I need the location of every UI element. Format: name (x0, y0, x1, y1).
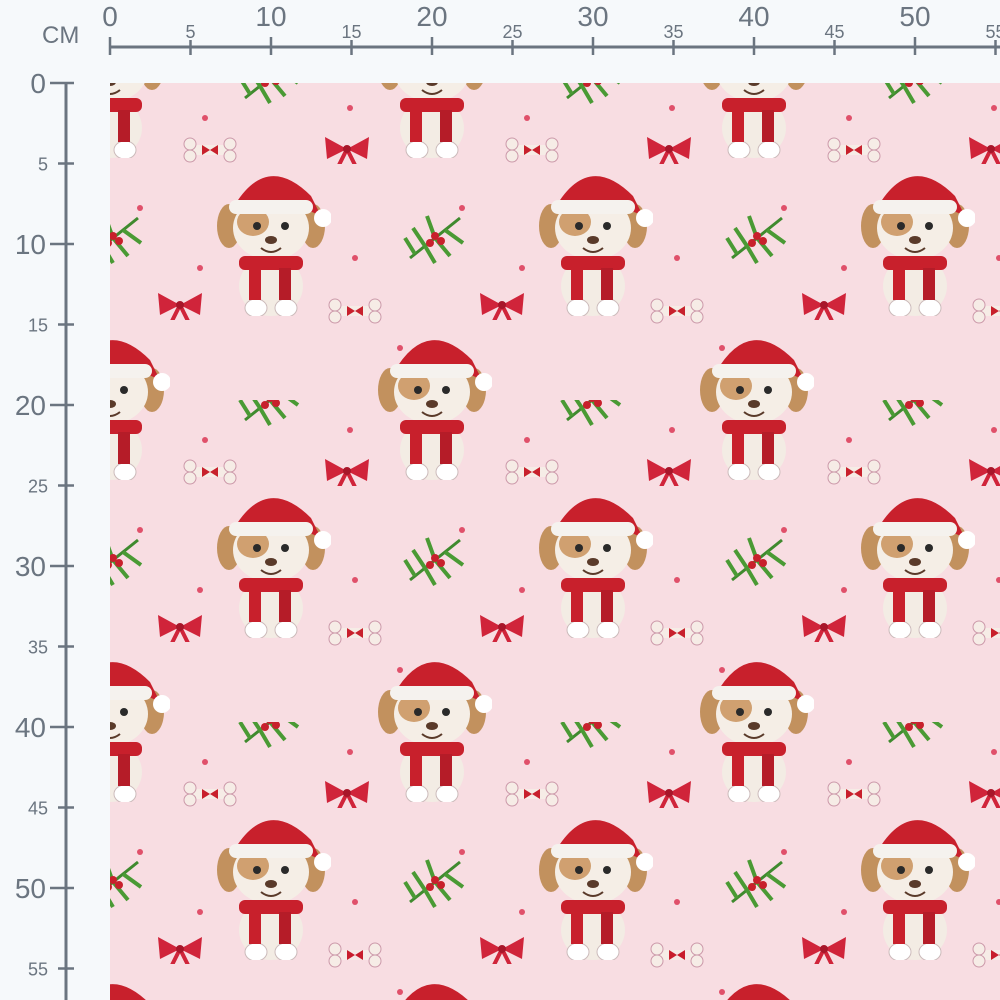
left-tick-label: 20 (15, 390, 46, 421)
left-tick-label: 50 (15, 873, 46, 904)
top-tick-label: 25 (502, 22, 522, 42)
left-tick-label: 30 (15, 551, 46, 582)
left-tick-label: 55 (28, 960, 48, 980)
left-tick-label: 40 (15, 712, 46, 743)
left-tick-label: 25 (28, 477, 48, 497)
left-tick-label: 45 (28, 799, 48, 819)
left-tick-label: 0 (30, 68, 46, 99)
fabric-preview (110, 83, 1000, 1000)
fabric-pattern (110, 83, 1000, 1000)
top-tick-label: 20 (416, 1, 447, 32)
top-tick-label: 5 (185, 22, 195, 42)
unit-label: CM (42, 22, 80, 49)
top-tick-label: 35 (663, 22, 683, 42)
top-tick-label: 30 (577, 1, 608, 32)
top-tick-label: 10 (255, 1, 286, 32)
top-tick-label: 15 (341, 22, 361, 42)
top-tick-label: 50 (899, 1, 930, 32)
top-tick-label: 40 (738, 1, 769, 32)
left-tick-label: 15 (28, 316, 48, 336)
top-tick-label: 0 (102, 1, 118, 32)
top-tick-label: 45 (824, 22, 844, 42)
left-tick-label: 5 (38, 155, 48, 175)
left-tick-label: 10 (15, 229, 46, 260)
top-tick-label: 55 (985, 22, 1000, 42)
left-tick-label: 35 (28, 638, 48, 658)
